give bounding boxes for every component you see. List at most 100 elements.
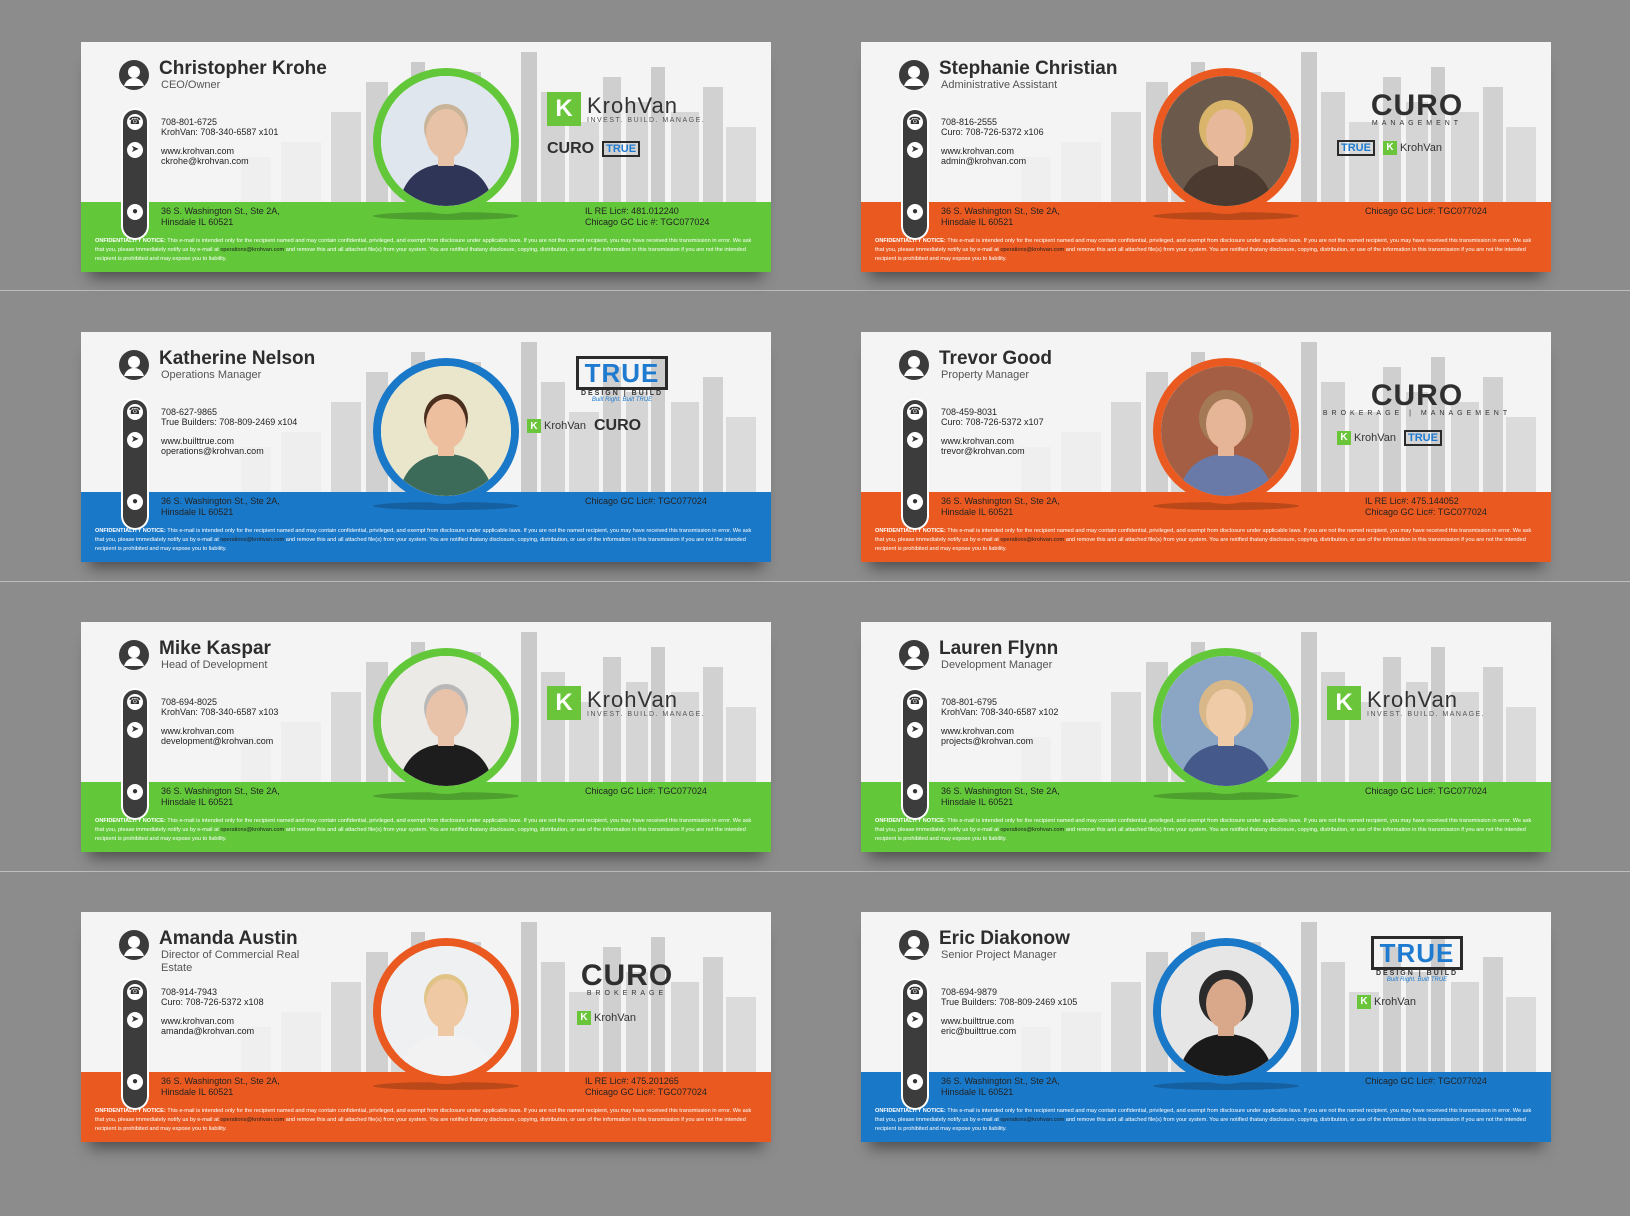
email-link[interactable]: projects@krohvan.com xyxy=(941,736,1034,746)
phone-icon: ☎ xyxy=(127,114,143,130)
true-logo: TRUE DESIGN | BUILD Built Right. Built TRU… xyxy=(1287,936,1547,983)
signature-card: Stephanie Christian Administrative Assist… xyxy=(861,42,1551,272)
krohvan-logo: K KrohVan INVEST. BUILD. MANAGE. xyxy=(547,92,767,126)
brand-logos: CURO MANAGEMENT TRUE K KrohVan xyxy=(1327,91,1547,202)
notice-email-link[interactable]: operations@krohvan.com xyxy=(220,1117,285,1123)
job-title: Operations Manager xyxy=(161,369,262,381)
phone-office[interactable]: True Builders: 708-809-2469 x105 xyxy=(941,997,1078,1007)
notice-email-link[interactable]: operations@krohvan.com xyxy=(1000,537,1065,543)
krohvan-mini-text: KrohVan xyxy=(1354,431,1396,444)
email-link[interactable]: trevor@krohvan.com xyxy=(941,446,1025,456)
logo-row: K KrohVan xyxy=(577,1009,767,1027)
notice-email-link[interactable]: operations@krohvan.com xyxy=(1000,1117,1065,1123)
photo-shadow xyxy=(373,792,519,800)
email-link[interactable]: ckrohe@krohvan.com xyxy=(161,156,249,166)
phone-office[interactable]: True Builders: 708-809-2469 x104 xyxy=(161,417,298,427)
website-link[interactable]: www.builttrue.com xyxy=(161,436,235,446)
person-name: Lauren Flynn xyxy=(939,638,1059,659)
license-info: IL RE Lic#: 475.201265 Chicago GC Lic#: T… xyxy=(585,1076,707,1098)
license-info: IL RE Lic#: 481.012240 Chicago GC Lic #: … xyxy=(585,206,709,228)
license-line-1: IL RE Lic#: 481.012240 xyxy=(585,206,679,216)
krohvan-mini-text: KrohVan xyxy=(594,1011,636,1024)
notice-email-link[interactable]: operations@krohvan.com xyxy=(220,247,285,253)
notice-email-link[interactable]: operations@krohvan.com xyxy=(1000,827,1065,833)
notice-label: ONFIDENTIALITY NOTICE: xyxy=(95,528,166,534)
phone-mobile[interactable]: 708-914-7943 xyxy=(161,987,218,997)
brand-logos: TRUE DESIGN | BUILD Built Right. Built TRU… xyxy=(527,356,767,466)
phone-mobile[interactable]: 708-627-9865 xyxy=(161,407,218,417)
phone-mobile[interactable]: 708-459-8031 xyxy=(941,407,998,417)
separator xyxy=(0,290,1630,291)
krohvan-text: KrohVan INVEST. BUILD. MANAGE. xyxy=(1367,688,1485,718)
phone-mobile[interactable]: 708-801-6725 xyxy=(161,117,218,127)
job-title: Director of Commercial Real Estate xyxy=(161,949,300,974)
send-icon: ➤ xyxy=(907,432,923,448)
krohvan-k-icon: K xyxy=(1382,140,1397,155)
website-link[interactable]: www.krohvan.com xyxy=(161,146,235,156)
notice-label: ONFIDENTIALITY NOTICE: xyxy=(875,528,946,534)
brand-logos: TRUE DESIGN | BUILD Built Right. Built TRU… xyxy=(1327,936,1547,1046)
notice-email-link[interactable]: operations@krohvan.com xyxy=(220,537,285,543)
confidentiality-notice: ONFIDENTIALITY NOTICE: This e-mail is in… xyxy=(95,817,757,844)
website-link[interactable]: www.krohvan.com xyxy=(161,1016,235,1026)
phone-mobile[interactable]: 708-801-6795 xyxy=(941,697,998,707)
email-link[interactable]: admin@krohvan.com xyxy=(941,156,1027,166)
location-icon: ● xyxy=(127,204,143,220)
contact-icon-bar: ☎ ➤ ● xyxy=(903,110,927,238)
confidentiality-notice: ONFIDENTIALITY NOTICE: This e-mail is in… xyxy=(95,1107,757,1134)
contact-icon-bar: ☎ ➤ ● xyxy=(903,400,927,528)
website-link[interactable]: www.krohvan.com xyxy=(941,436,1015,446)
notice-text: This e-mail is intended only for the rec… xyxy=(875,528,1532,543)
email-link[interactable]: eric@builttrue.com xyxy=(941,1026,1017,1036)
person-name: Katherine Nelson xyxy=(159,348,316,369)
phone-mobile[interactable]: 708-694-8025 xyxy=(161,697,218,707)
notice-email-link[interactable]: operations@krohvan.com xyxy=(1000,247,1065,253)
notice-text: and remove this and all attached file(s)… xyxy=(875,1117,1526,1132)
location-icon: ● xyxy=(907,494,923,510)
website-link[interactable]: www.builttrue.com xyxy=(941,1016,1015,1026)
license-line-1: Chicago GC Lic#: TGC077024 xyxy=(1365,786,1487,796)
email-link[interactable]: operations@krohvan.com xyxy=(161,446,264,456)
logo-row: K KrohVan TRUE xyxy=(1337,429,1547,447)
website-link[interactable]: www.krohvan.com xyxy=(161,726,235,736)
notice-email-link[interactable]: operations@krohvan.com xyxy=(220,827,285,833)
address-line-2: Hinsdale IL 60521 xyxy=(161,507,234,517)
address: 36 S. Washington St., Ste 2A, Hinsdale IL… xyxy=(161,496,280,518)
email-link[interactable]: development@krohvan.com xyxy=(161,736,274,746)
contact-icon-bar: ☎ ➤ ● xyxy=(903,980,927,1108)
contact-icon-bar: ☎ ➤ ● xyxy=(123,110,147,238)
website-link[interactable]: www.krohvan.com xyxy=(941,146,1015,156)
location-icon: ● xyxy=(907,1074,923,1090)
phone-icon: ☎ xyxy=(907,694,923,710)
notice-text: and remove this and all attached file(s)… xyxy=(95,1117,746,1132)
notice-text: This e-mail is intended only for the rec… xyxy=(875,238,1532,253)
website-link[interactable]: www.krohvan.com xyxy=(941,726,1015,736)
phone-office[interactable]: Curo: 708-726-5372 x108 xyxy=(161,997,264,1007)
profile-photo xyxy=(373,68,519,214)
krohvan-mini-logo: K KrohVan xyxy=(1382,140,1442,155)
address-line-1: 36 S. Washington St., Ste 2A, xyxy=(941,1076,1060,1086)
person-icon xyxy=(119,350,149,380)
contact-icon-bar: ☎ ➤ ● xyxy=(903,690,927,818)
notice-label: ONFIDENTIALITY NOTICE: xyxy=(95,1108,166,1114)
profile-photo xyxy=(1153,648,1299,794)
krohvan-mini-text: KrohVan xyxy=(1374,995,1416,1008)
phone-mobile[interactable]: 708-694-9879 xyxy=(941,987,998,997)
email-link[interactable]: amanda@krohvan.com xyxy=(161,1026,255,1036)
phone-office[interactable]: KrohVan: 708-340-6587 x103 xyxy=(161,707,279,717)
phone-office[interactable]: Curo: 708-726-5372 x106 xyxy=(941,127,1044,137)
notice-text: and remove this and all attached file(s)… xyxy=(875,247,1526,262)
phone-office[interactable]: KrohVan: 708-340-6587 x101 xyxy=(161,127,279,137)
phone-office[interactable]: Curo: 708-726-5372 x107 xyxy=(941,417,1044,427)
krohvan-k-icon: K xyxy=(527,419,541,433)
notice-text: and remove this and all attached file(s)… xyxy=(95,537,746,552)
contact-icon-bar: ☎ ➤ ● xyxy=(123,690,147,818)
license-line-1: Chicago GC Lic#: TGC077024 xyxy=(1365,1076,1487,1086)
phone-mobile[interactable]: 708-816-2555 xyxy=(941,117,998,127)
confidentiality-notice: ONFIDENTIALITY NOTICE: This e-mail is in… xyxy=(875,817,1537,844)
true-subtitle: DESIGN | BUILD xyxy=(580,390,664,397)
phone-office[interactable]: KrohVan: 708-340-6587 x102 xyxy=(941,707,1059,717)
person-icon xyxy=(899,60,929,90)
license-info: Chicago GC Lic#: TGC077024 xyxy=(585,786,707,797)
license-line-2: Chicago GC Lic#: TGC077024 xyxy=(585,1087,707,1097)
